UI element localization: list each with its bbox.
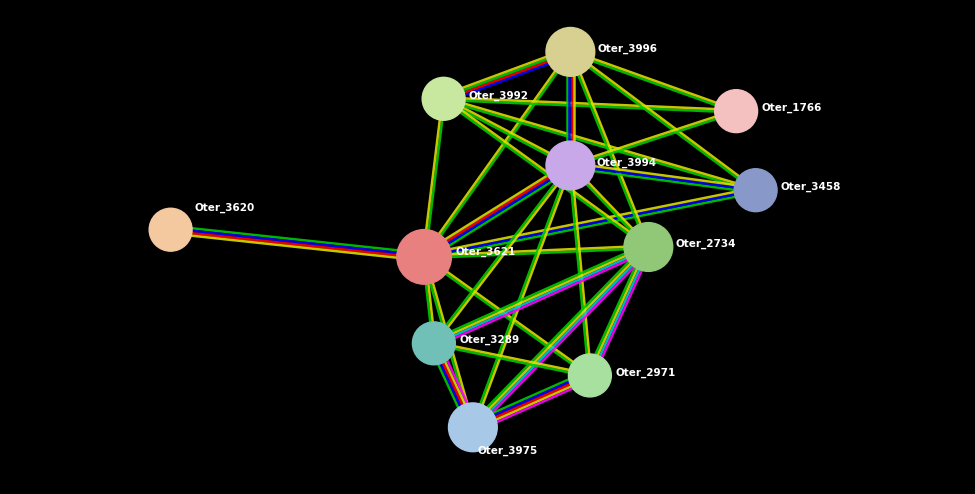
Text: Oter_2734: Oter_2734	[676, 239, 736, 249]
Ellipse shape	[568, 354, 611, 397]
Ellipse shape	[422, 78, 465, 120]
Ellipse shape	[546, 141, 595, 190]
Text: Oter_3996: Oter_3996	[598, 44, 658, 54]
Text: Oter_3620: Oter_3620	[195, 203, 255, 212]
Ellipse shape	[412, 322, 455, 365]
Text: Oter_3975: Oter_3975	[478, 446, 538, 456]
Ellipse shape	[734, 169, 777, 211]
Text: Oter_3621: Oter_3621	[455, 247, 516, 257]
Text: Oter_3458: Oter_3458	[781, 182, 841, 192]
Text: Oter_3289: Oter_3289	[459, 335, 520, 345]
Text: Oter_1766: Oter_1766	[761, 103, 822, 113]
Text: Oter_3992: Oter_3992	[468, 91, 528, 101]
Text: Oter_3994: Oter_3994	[597, 158, 657, 167]
Ellipse shape	[149, 208, 192, 251]
Ellipse shape	[546, 28, 595, 76]
Ellipse shape	[624, 223, 673, 271]
Ellipse shape	[715, 90, 758, 132]
Text: Oter_2971: Oter_2971	[615, 368, 676, 377]
Ellipse shape	[397, 230, 451, 284]
Ellipse shape	[448, 403, 497, 452]
